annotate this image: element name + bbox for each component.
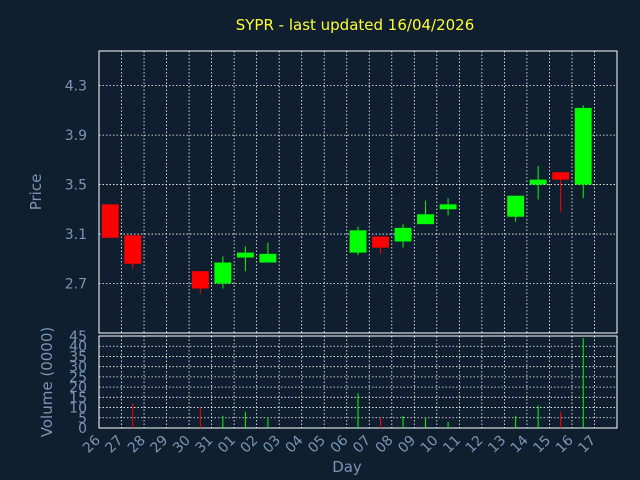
candle-body (236, 252, 254, 258)
volume-tick-label: 45 (69, 329, 87, 345)
candles (101, 105, 592, 294)
price-axis-label: Price (27, 174, 45, 211)
candle-body (574, 107, 592, 185)
day-tick-label: 12 (463, 433, 487, 457)
day-tick-label: 01 (215, 433, 239, 457)
volume-tick-label: 30 (69, 360, 87, 376)
volume-axis-label: Volume (0000) (38, 327, 56, 437)
day-tick-label: 14 (508, 432, 532, 456)
candle-body (191, 271, 209, 289)
x-axis-label: Day (332, 458, 362, 476)
day-tick-label: 17 (575, 433, 599, 457)
day-tick-label: 30 (170, 433, 194, 457)
volume-tick-label: 25 (69, 370, 87, 386)
volume-tick-label: 20 (69, 380, 87, 396)
candle-body (394, 227, 412, 242)
candle-body (372, 236, 389, 248)
candle-body (214, 262, 232, 284)
day-tick-label: 16 (553, 432, 577, 456)
price-grid (99, 51, 617, 333)
day-tick-label: 08 (373, 433, 397, 457)
volume-tick-label: 5 (78, 411, 87, 427)
day-tick-label: 06 (328, 432, 352, 456)
price-tick-label: 2.7 (65, 277, 87, 293)
volume-bars (132, 338, 584, 428)
candle-body (439, 204, 457, 210)
volume-tick-label: 0 (78, 421, 87, 437)
candle-body (507, 195, 525, 217)
candle-body (552, 172, 570, 180)
day-tick-label: 28 (125, 433, 149, 457)
price-plot-frame (98, 50, 618, 334)
candle-body (349, 230, 367, 253)
volume-tick-label: 35 (69, 349, 87, 365)
chart-title: SYPR - last updated 16/04/2026 (236, 16, 475, 34)
price-tick-label: 3.5 (65, 178, 87, 194)
day-tick-label: 10 (418, 433, 442, 457)
day-tick-label: 31 (193, 433, 217, 457)
price-tick-labels: 2.7 3.1 3.5 3.9 4.3 (65, 79, 87, 293)
day-tick-label: 03 (260, 433, 284, 457)
day-tick-label: 04 (283, 432, 307, 456)
candle-body (417, 214, 435, 225)
price-tick-label: 4.3 (65, 79, 87, 95)
day-tick-label: 09 (395, 433, 419, 457)
volume-tick-label: 40 (69, 339, 87, 355)
day-tick-label: 15 (530, 433, 554, 457)
day-tick-label: 27 (102, 433, 126, 457)
candle-body (529, 179, 547, 185)
volume-tick-label: 15 (69, 390, 87, 406)
day-tick-label: 29 (147, 433, 171, 457)
day-tick-label: 07 (350, 433, 374, 457)
candle-body (101, 204, 119, 238)
volume-tick-label: 10 (69, 401, 87, 417)
candle-body (259, 253, 277, 263)
candle-body (124, 235, 142, 264)
price-tick-label: 3.9 (65, 128, 87, 144)
day-tick-label: 11 (440, 433, 464, 457)
day-tick-label: 13 (485, 433, 509, 457)
day-tick-label: 02 (238, 433, 262, 457)
day-tick-labels: 2627282930310102030405060708091011121314… (80, 432, 599, 456)
price-tick-label: 3.1 (65, 227, 87, 243)
day-tick-label: 05 (305, 433, 329, 457)
